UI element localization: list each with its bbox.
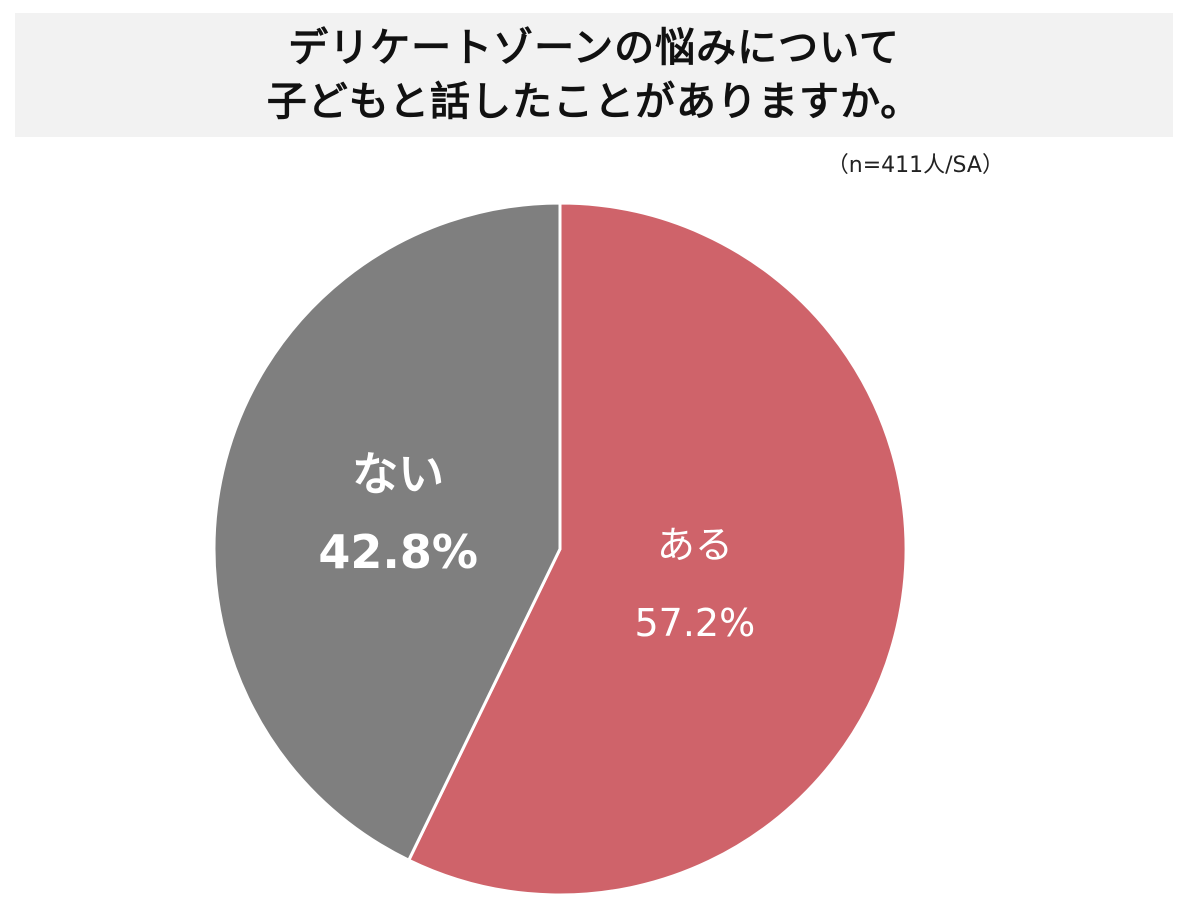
pie-slice-no xyxy=(212,201,562,862)
chart-title-line-2: 子どもと話したことがありますか。 xyxy=(266,79,922,125)
chart-title-banner: デリケートゾーンの悩みについて 子どもと話したことがありますか。 xyxy=(15,13,1173,137)
chart-title-line-1: デリケートゾーンの悩みについて xyxy=(288,25,900,71)
sample-size-note: （n=411人/SA） xyxy=(826,153,1004,178)
slice-label-yes: ある xyxy=(657,523,733,567)
pie-labels: ある 57.2% ない 42.8% xyxy=(318,447,755,645)
slice-value-yes: 57.2% xyxy=(635,601,756,645)
pie-slices xyxy=(212,201,908,897)
pie-slice-yes xyxy=(407,201,908,897)
slice-label-no: ない xyxy=(352,447,444,501)
slice-value-no: 42.8% xyxy=(318,525,478,579)
